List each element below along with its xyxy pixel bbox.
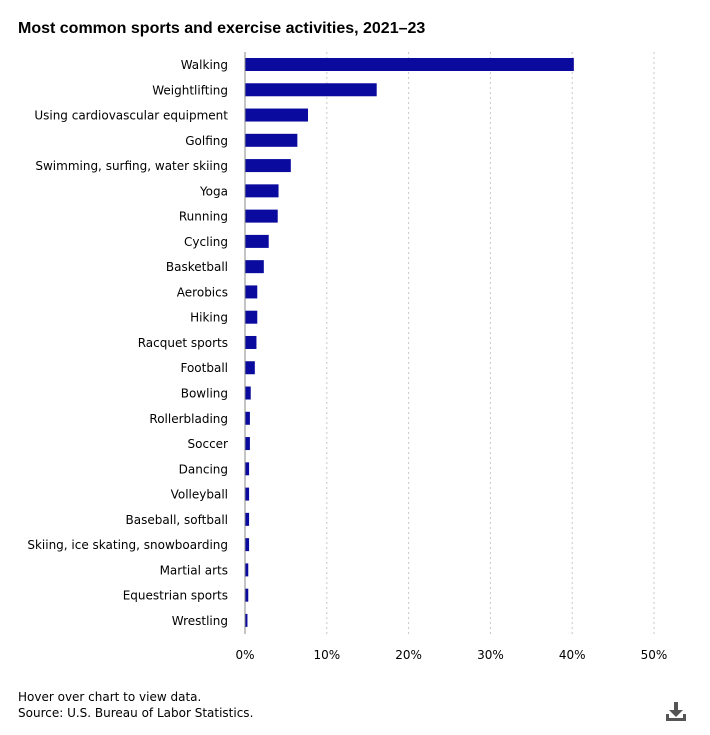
x-tick-label: 50%: [641, 648, 668, 662]
category-label: Bowling: [181, 387, 228, 401]
category-label: Swimming, surfing, water skiing: [35, 159, 228, 173]
bar[interactable]: [245, 159, 291, 173]
bar[interactable]: [245, 310, 258, 324]
bar[interactable]: [245, 437, 250, 451]
category-label: Skiing, ice skating, snowboarding: [27, 538, 228, 552]
bar[interactable]: [245, 361, 255, 375]
download-button[interactable]: [664, 700, 688, 724]
category-label: Baseball, softball: [126, 513, 228, 527]
category-label: Running: [179, 210, 228, 224]
bar[interactable]: [245, 335, 257, 349]
category-label: Hiking: [190, 311, 228, 325]
category-label: Golfing: [185, 134, 228, 148]
category-label: Weightlifting: [152, 83, 228, 97]
x-tick-label: 0%: [235, 648, 254, 662]
category-label: Basketball: [166, 260, 228, 274]
category-label: Yoga: [199, 184, 228, 198]
x-tick-label: 30%: [477, 648, 504, 662]
gridlines: [326, 52, 655, 634]
x-tick-label: 40%: [559, 648, 586, 662]
category-label: Using cardiovascular equipment: [34, 109, 228, 123]
category-label: Rollerblading: [149, 412, 228, 426]
bar[interactable]: [245, 234, 269, 248]
bar[interactable]: [245, 512, 250, 526]
bar[interactable]: [245, 133, 298, 147]
chart-title: Most common sports and exercise activiti…: [18, 20, 426, 37]
bar[interactable]: [245, 108, 308, 122]
category-label: Walking: [181, 58, 228, 72]
bar[interactable]: [245, 613, 248, 627]
bar[interactable]: [245, 588, 249, 602]
download-icon: [666, 702, 686, 721]
category-label: Equestrian sports: [123, 589, 228, 603]
bar[interactable]: [245, 260, 264, 274]
bar[interactable]: [245, 58, 574, 71]
category-label: Aerobics: [177, 285, 228, 299]
category-label: Wrestling: [172, 614, 228, 628]
bar[interactable]: [245, 184, 279, 198]
bar[interactable]: [245, 386, 251, 400]
bar-chart[interactable]: Walking Weightlifting Using cardiovascular…: [0, 0, 710, 680]
category-label: Football: [180, 361, 228, 375]
bar[interactable]: [245, 487, 250, 501]
category-labels: Walking Weightlifting Using cardiovascular…: [27, 58, 228, 628]
category-label: Cycling: [184, 235, 228, 249]
category-label: Martial arts: [160, 563, 228, 577]
bar[interactable]: [245, 563, 249, 577]
x-tick-label: 10%: [313, 648, 340, 662]
bar[interactable]: [245, 209, 278, 223]
hover-hint: Hover over chart to view data.: [18, 690, 202, 704]
bar[interactable]: [245, 538, 250, 552]
bar[interactable]: [245, 83, 377, 97]
bar[interactable]: [245, 285, 258, 299]
source-note: Source: U.S. Bureau of Labor Statistics.: [18, 706, 254, 720]
category-label: Racquet sports: [138, 336, 228, 350]
x-tick-label: 20%: [395, 648, 422, 662]
bars: [245, 58, 574, 627]
category-label: Volleyball: [171, 488, 228, 502]
category-label: Dancing: [179, 462, 228, 476]
bar[interactable]: [245, 462, 250, 476]
x-tick-labels: 0% 10% 20% 30% 40% 50%: [235, 648, 667, 662]
category-label: Soccer: [188, 437, 229, 451]
bar[interactable]: [245, 411, 250, 425]
